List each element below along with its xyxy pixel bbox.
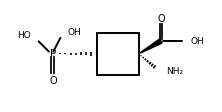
Text: O: O (157, 14, 165, 24)
Text: NH₂: NH₂ (166, 67, 183, 76)
Text: OH: OH (190, 37, 204, 45)
Polygon shape (139, 39, 162, 54)
Text: HO: HO (17, 31, 30, 40)
Text: P: P (50, 49, 56, 59)
Text: OH: OH (68, 28, 81, 37)
Text: O: O (49, 76, 57, 86)
